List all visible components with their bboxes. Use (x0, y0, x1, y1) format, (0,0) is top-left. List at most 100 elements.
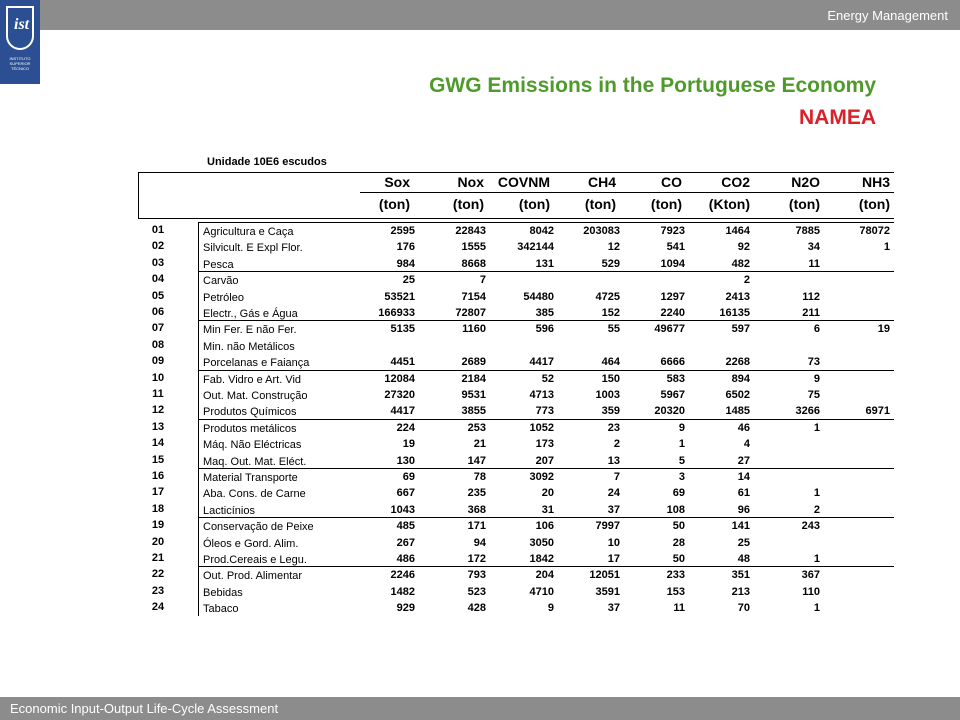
table-cell: 359 (601, 405, 620, 418)
table-cell: 171 (467, 520, 486, 533)
column-header: CO (661, 174, 682, 190)
table-cell: 1 (813, 553, 820, 565)
table-cell: 9 (813, 372, 820, 385)
table-cell: 19 (877, 323, 890, 336)
table-cell: 13 (607, 454, 620, 467)
column-unit: (Kton) (708, 196, 750, 212)
column-header: NH3 (861, 174, 890, 190)
table-cell: 49677 (654, 323, 685, 336)
table-cell: 3050 (529, 536, 554, 549)
table-cell: 172 (467, 553, 486, 565)
table-cell: 20320 (654, 405, 685, 418)
table-cell: 523 (467, 585, 486, 598)
group-separator (198, 222, 894, 223)
table-cell: 141 (731, 520, 750, 533)
table-cell: 1485 (725, 405, 750, 418)
row-code: 01 (151, 224, 165, 236)
table-cell: 37 (607, 503, 620, 516)
table-cell: 984 (396, 257, 415, 270)
column-unit: (ton) (788, 196, 820, 212)
table-cell: 50 (672, 520, 685, 533)
table-cell: 1 (883, 241, 890, 254)
group-left-border (198, 320, 199, 370)
table-cell: 1160 (462, 323, 486, 336)
table-cell: 78 (473, 471, 486, 483)
group-separator (198, 271, 894, 273)
row-code: 17 (151, 486, 165, 499)
table-cell: 5135 (390, 323, 415, 336)
table-cell: 6502 (725, 389, 750, 401)
table-cell: 1464 (725, 225, 750, 237)
table-cell: 9 (547, 602, 554, 615)
table-cell: 166933 (378, 307, 415, 319)
slide-title: GWG Emissions in the Portuguese Economy (429, 74, 876, 97)
row-code: 08 (151, 338, 165, 351)
sector-name: Lacticínios (203, 504, 255, 517)
unit-label: Unidade 10E6 escudos (207, 156, 327, 168)
table-cell: 9 (678, 421, 685, 434)
table-cell: 541 (666, 241, 685, 254)
table-cell: 224 (396, 421, 415, 434)
table-cell: 78072 (859, 225, 890, 237)
table-cell: 92 (737, 241, 750, 254)
table-cell: 61 (737, 487, 750, 500)
column-unit: (ton) (378, 196, 410, 212)
group-left-border (198, 418, 199, 468)
sector-name: Máq. Não Eléctricas (203, 439, 302, 452)
table-cell: 72807 (455, 307, 486, 319)
column-header: CH4 (587, 174, 616, 190)
table-cell: 6971 (865, 405, 890, 418)
table-cell: 12084 (384, 372, 415, 385)
table-cell: 7885 (795, 225, 820, 237)
sector-name: Electr., Gás e Água (203, 308, 298, 320)
row-code: 16 (151, 470, 165, 482)
table-cell: 12051 (589, 569, 620, 582)
table-cell: 55 (607, 323, 620, 336)
table-cell: 48 (737, 553, 750, 565)
footer-text: Economic Input-Output Life-Cycle Assessm… (10, 701, 279, 716)
column-unit: (ton) (858, 196, 890, 212)
table-cell: 529 (601, 257, 620, 270)
ist-shield-icon: ist (6, 6, 34, 50)
group-left-border (198, 517, 199, 567)
table-cell: 152 (601, 307, 620, 319)
row-code: 11 (152, 388, 164, 400)
group-separator (198, 468, 894, 469)
row-code: 23 (151, 584, 165, 597)
group-separator (198, 517, 894, 519)
table-cell: 2184 (461, 372, 486, 385)
group-left-border (198, 566, 199, 616)
table-cell: 1043 (390, 503, 415, 516)
table-cell: 73 (807, 356, 820, 369)
table-cell: 28 (672, 536, 685, 549)
ist-logo: ist INSTITUTO SUPERIOR TÉCNICO (0, 0, 40, 84)
group-left-border (198, 468, 199, 518)
table-cell: 342144 (517, 241, 554, 254)
table-cell: 10 (607, 536, 620, 549)
sector-name: Óleos e Gord. Alim. (203, 537, 299, 550)
table-cell: 3855 (461, 405, 486, 418)
table-cell: 5 (678, 454, 685, 467)
sector-name: Produtos metálicos (203, 422, 297, 435)
table-cell: 3266 (795, 405, 820, 418)
table-cell: 773 (535, 405, 554, 418)
sector-name: Min. não Metálicos (203, 340, 295, 353)
table-cell: 94 (473, 536, 486, 549)
table-cell: 233 (666, 569, 685, 582)
table-cell: 96 (737, 503, 750, 516)
sector-name: Produtos Químicos (203, 406, 297, 419)
table-cell: 1052 (529, 421, 554, 434)
table-cell: 1297 (660, 290, 685, 303)
row-code: 03 (151, 256, 165, 269)
table-cell: 8668 (461, 257, 486, 270)
table-cell: 23 (607, 421, 620, 434)
table-cell: 4417 (390, 405, 415, 418)
logo-caption: INSTITUTO SUPERIOR TÉCNICO (9, 56, 31, 71)
header-mid-line (360, 192, 894, 193)
row-code: 18 (151, 502, 165, 515)
table-cell: 153 (666, 585, 685, 598)
table-cell: 793 (467, 569, 486, 582)
group-separator (198, 418, 894, 420)
column-header: Nox (457, 174, 484, 190)
sector-name: Silvicult. E Expl Flor. (203, 242, 303, 255)
